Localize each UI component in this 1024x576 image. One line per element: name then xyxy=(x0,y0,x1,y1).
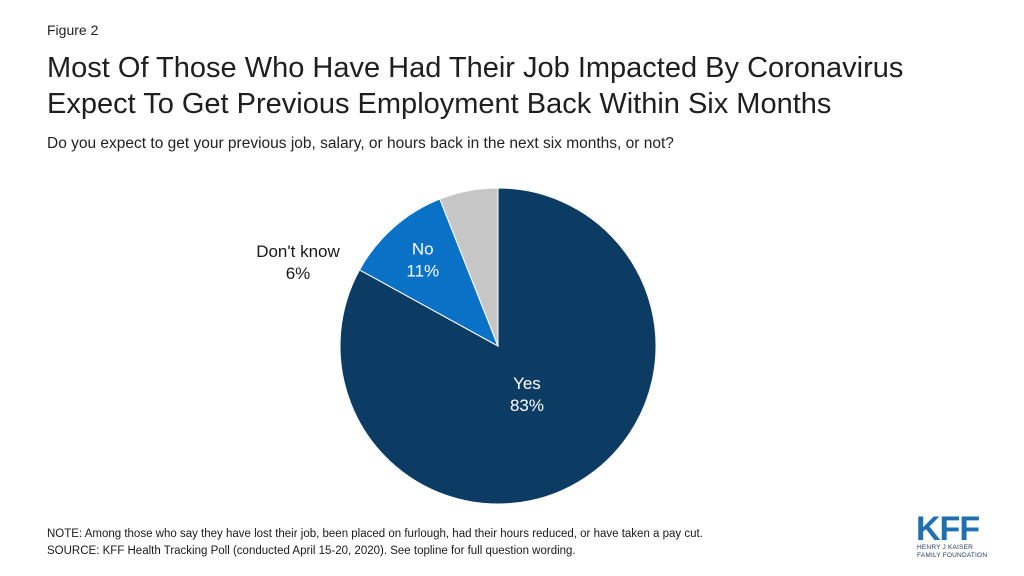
slice-label: Don't know xyxy=(256,242,340,261)
logo-line-1: HENRY J KAISER xyxy=(917,544,973,551)
slice-label: Yes xyxy=(513,374,541,393)
footnote: NOTE: Among those who say they have lost… xyxy=(47,526,703,560)
logo-line-2: FAMILY FOUNDATION xyxy=(917,552,987,559)
pie-slice-no xyxy=(358,198,499,348)
title-line-2: Expect To Get Previous Employment Back W… xyxy=(47,88,832,120)
chart-subtitle: Do you expect to get your previous job, … xyxy=(47,135,674,152)
title-line-1: Most Of Those Who Have Had Their Job Imp… xyxy=(47,52,904,84)
slice-label: No xyxy=(412,240,434,259)
kff-logo: KFF HENRY J KAISER FAMILY FOUNDATION xyxy=(916,510,987,559)
slice-value-label: 11% xyxy=(406,262,439,281)
note-text: NOTE: Among those who say they have lost… xyxy=(47,528,703,540)
pie-slice-don-t-know xyxy=(439,187,499,347)
source-text: SOURCE: KFF Health Tracking Poll (conduc… xyxy=(47,545,576,557)
page-title: Most Of Those Who Have Had Their Job Imp… xyxy=(47,50,1007,122)
figure-label: Figure 2 xyxy=(47,22,99,38)
slice-value-label: 83% xyxy=(510,396,544,415)
slice-value-label: 6% xyxy=(286,264,311,283)
logo-mark: KFF xyxy=(916,510,979,548)
